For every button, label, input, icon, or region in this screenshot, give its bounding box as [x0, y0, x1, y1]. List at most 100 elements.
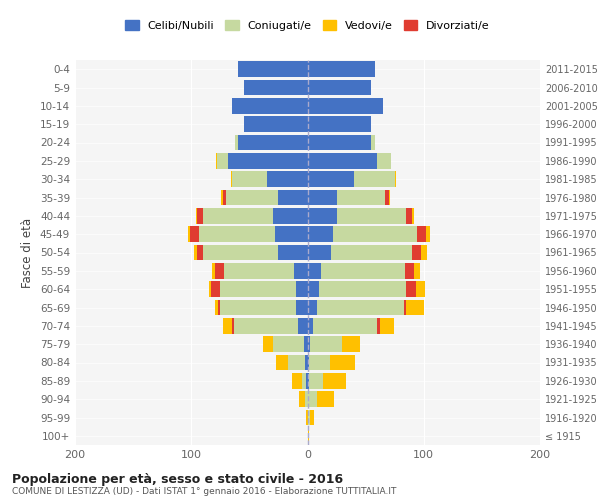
Bar — [377, 153, 391, 168]
Bar — [308, 98, 383, 114]
Bar — [308, 300, 317, 316]
Bar — [395, 172, 396, 187]
Bar — [215, 300, 218, 316]
Bar — [308, 354, 329, 370]
Bar — [196, 208, 197, 224]
Bar — [276, 354, 288, 370]
Bar — [421, 244, 427, 260]
Bar — [203, 244, 278, 260]
Bar — [371, 134, 375, 150]
Bar — [308, 410, 310, 426]
Bar — [212, 263, 215, 278]
Bar — [405, 263, 415, 278]
Bar — [308, 62, 375, 77]
Bar — [244, 116, 308, 132]
Bar — [343, 336, 360, 352]
Bar — [215, 153, 217, 168]
Bar — [337, 208, 406, 224]
Bar — [317, 392, 334, 407]
Bar — [197, 208, 203, 224]
Bar — [426, 226, 430, 242]
Bar — [305, 354, 308, 370]
Bar — [211, 282, 220, 297]
Bar — [308, 226, 333, 242]
Bar — [298, 318, 308, 334]
Bar — [263, 336, 272, 352]
Bar — [220, 282, 296, 297]
Text: Popolazione per età, sesso e stato civile - 2016: Popolazione per età, sesso e stato civil… — [12, 472, 343, 486]
Text: COMUNE DI LESTIZZA (UD) - Dati ISTAT 1° gennaio 2016 - Elaborazione TUTTITALIA.I: COMUNE DI LESTIZZA (UD) - Dati ISTAT 1° … — [12, 488, 397, 496]
Bar — [232, 172, 267, 187]
Bar — [415, 263, 420, 278]
Bar — [226, 190, 278, 206]
Y-axis label: Fasce di età: Fasce di età — [22, 218, 34, 288]
Bar — [417, 226, 426, 242]
Bar — [278, 190, 308, 206]
Bar — [292, 373, 302, 388]
Bar — [380, 318, 394, 334]
Bar — [223, 190, 226, 206]
Bar — [406, 282, 416, 297]
Bar — [412, 208, 415, 224]
Bar — [203, 208, 272, 224]
Bar — [296, 300, 308, 316]
Bar — [354, 172, 395, 187]
Bar — [308, 172, 354, 187]
Bar — [218, 300, 220, 316]
Legend: Celibi/Nubili, Coniugati/e, Vedovi/e, Divorziati/e: Celibi/Nubili, Coniugati/e, Vedovi/e, Di… — [121, 16, 494, 35]
Bar — [220, 300, 296, 316]
Bar — [278, 244, 308, 260]
Bar — [302, 373, 307, 388]
Bar — [308, 244, 331, 260]
Bar — [308, 134, 371, 150]
Bar — [232, 98, 308, 114]
Bar — [308, 153, 377, 168]
Bar — [412, 244, 421, 260]
Bar — [217, 153, 229, 168]
Bar — [329, 354, 355, 370]
Bar — [238, 62, 308, 77]
Bar — [194, 244, 197, 260]
Bar — [223, 318, 232, 334]
Bar — [322, 263, 405, 278]
Bar — [308, 336, 310, 352]
Bar — [308, 373, 323, 388]
Bar — [288, 354, 305, 370]
Bar — [389, 190, 390, 206]
Bar — [331, 244, 412, 260]
Bar — [406, 208, 412, 224]
Bar — [232, 318, 234, 334]
Bar — [307, 410, 308, 426]
Bar — [244, 80, 308, 96]
Bar — [197, 244, 203, 260]
Bar — [308, 392, 317, 407]
Bar — [385, 190, 389, 206]
Bar — [231, 172, 232, 187]
Bar — [235, 134, 238, 150]
Bar — [317, 300, 404, 316]
Bar — [333, 226, 417, 242]
Bar — [293, 263, 308, 278]
Bar — [267, 172, 308, 187]
Bar — [319, 282, 406, 297]
Bar — [238, 134, 308, 150]
Bar — [272, 336, 304, 352]
Bar — [296, 282, 308, 297]
Bar — [199, 226, 275, 242]
Bar — [304, 336, 308, 352]
Bar — [308, 80, 371, 96]
Bar — [307, 373, 308, 388]
Bar — [406, 300, 424, 316]
Bar — [310, 410, 314, 426]
Bar — [224, 263, 293, 278]
Bar — [299, 392, 305, 407]
Bar — [323, 373, 346, 388]
Bar — [308, 282, 319, 297]
Bar — [229, 153, 308, 168]
Bar — [272, 208, 308, 224]
Bar — [308, 116, 371, 132]
Bar — [308, 190, 337, 206]
Bar — [234, 318, 298, 334]
Bar — [275, 226, 308, 242]
Bar — [313, 318, 377, 334]
